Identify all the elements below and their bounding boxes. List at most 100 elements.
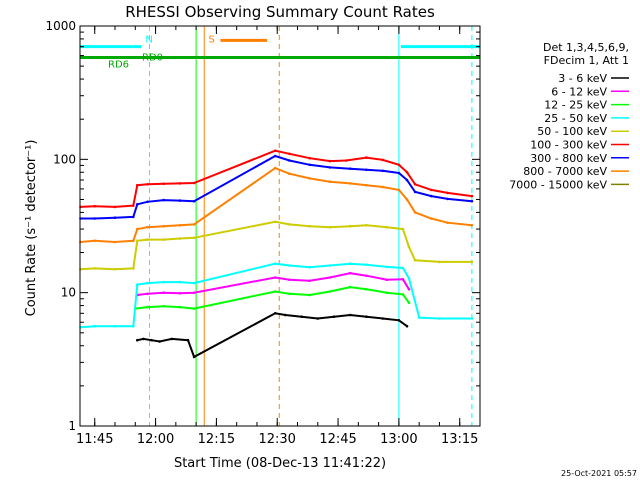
series-4-point-7 (178, 237, 182, 240)
series-3-point-9 (273, 262, 277, 266)
series-2-point-9 (348, 285, 352, 289)
series-1-point-8 (328, 276, 332, 279)
series-3-point-1 (93, 324, 96, 328)
series-7-point-12 (328, 180, 332, 183)
series-3-point-6 (162, 280, 165, 284)
series-6-point-1 (93, 217, 96, 220)
y-axis-label: Count Rate (s⁻¹ detector⁻¹) (24, 140, 39, 317)
legend-entry-label-7: 800 - 7000 keV (523, 165, 607, 178)
series-6-point-11 (308, 163, 312, 167)
legend-entry-label-4: 50 - 100 keV (537, 125, 607, 138)
series-7-point-1 (93, 239, 96, 243)
series-7-point-2 (113, 240, 117, 244)
series-1-point-4 (192, 291, 196, 295)
series-7-point-11 (308, 177, 312, 180)
series-3-point-20 (470, 317, 474, 320)
series-7-point-16 (397, 188, 401, 192)
series-7-point-5 (146, 225, 149, 229)
series-0-point-0 (136, 338, 139, 342)
mode-bar-label-rd0: RD0 (142, 53, 163, 64)
series-3-point-4 (136, 283, 139, 286)
chart-title: RHESSI Observing Summary Count Rates (125, 3, 435, 21)
series-2-point-5 (273, 290, 277, 293)
series-0-point-5 (186, 338, 190, 342)
legend-title-line-0: Det 1,3,4,5,6,9, (543, 41, 629, 54)
series-5-point-16 (397, 163, 401, 167)
series-3-point-7 (178, 280, 182, 284)
series-5-point-20 (446, 191, 449, 195)
series-2-point-8 (328, 290, 332, 293)
series-0-point-7 (273, 312, 277, 315)
series-5-point-21 (470, 194, 474, 198)
series-7-point-15 (381, 185, 385, 189)
series-6-point-5 (146, 200, 149, 204)
series-0-point-16 (405, 324, 409, 328)
series-6-point-10 (288, 159, 291, 162)
series-4-point-20 (470, 260, 474, 264)
series-line-5 (80, 149, 473, 208)
series-6-point-20 (446, 197, 449, 201)
series-0-point-4 (170, 337, 174, 341)
series-5-point-5 (146, 183, 149, 186)
series-6-point-15 (381, 169, 385, 173)
series-5-point-10 (288, 152, 291, 156)
series-2-point-3 (178, 305, 182, 309)
x-tick-label-0: 11:45 (76, 432, 113, 447)
series-4-point-18 (413, 259, 417, 262)
series-3-point-10 (288, 264, 291, 267)
series-5-point-18 (413, 183, 417, 186)
series-4-point-5 (146, 238, 149, 241)
mode-bar-label-n: N (145, 35, 152, 46)
series-5-point-2 (113, 205, 117, 209)
series-7-point-9 (273, 166, 277, 170)
series-4-point-15 (385, 225, 389, 229)
series-4-point-16 (401, 227, 405, 231)
series-0-point-11 (332, 315, 336, 319)
series-3-point-13 (348, 262, 352, 266)
series-1-point-6 (288, 278, 291, 282)
series-6-point-18 (413, 190, 417, 194)
series-0-point-9 (300, 315, 303, 319)
series-5-point-12 (328, 159, 332, 163)
series-5-point-17 (405, 171, 409, 174)
series-line-2 (135, 286, 410, 310)
series-7-point-7 (178, 224, 182, 227)
legend: Det 1,3,4,5,6,9,FDecim 1, Att 1 3 - 6 keV… (509, 41, 629, 191)
series-3-point-16 (401, 266, 405, 270)
y-axis-ticks: 1 10 100 1000 (45, 19, 480, 433)
series-1-point-2 (162, 291, 165, 295)
series-line-6 (80, 154, 472, 220)
series-0-point-1 (142, 337, 145, 341)
series-5-point-8 (192, 181, 196, 185)
series-6-point-13 (348, 167, 352, 170)
series-line-7 (80, 166, 473, 244)
series-2-point-13 (407, 301, 411, 305)
x-tick-label-2: 12:15 (198, 432, 235, 447)
series-0-point-15 (397, 319, 401, 322)
series-2-point-6 (288, 292, 291, 296)
series-4-point-14 (365, 224, 368, 227)
series-6-point-17 (405, 178, 409, 182)
series-6-point-4 (136, 203, 139, 206)
legend-entry-label-1: 6 - 12 keV (551, 85, 607, 98)
series-5-point-9 (273, 149, 277, 152)
series-4-point-17 (407, 245, 411, 249)
y-tick-label-3: 1000 (45, 19, 76, 33)
legend-entry-label-0: 3 - 6 keV (558, 72, 607, 85)
series-6-point-9 (273, 154, 277, 158)
timestamp-label: 25-Oct-2021 05:57 (561, 469, 637, 478)
series-7-point-20 (446, 221, 449, 224)
series-5-point-13 (344, 159, 348, 162)
series-5-point-11 (308, 156, 312, 160)
series-4-point-8 (192, 236, 196, 240)
series-3-point-19 (438, 317, 441, 320)
plot-frame (79, 25, 481, 427)
series-3-point-11 (308, 266, 312, 269)
series-0-point-8 (284, 313, 287, 317)
series-1-point-12 (401, 278, 405, 281)
series-7-point-21 (470, 224, 474, 227)
legend-entry-label-8: 7000 - 15000 keV (509, 178, 607, 191)
mode-bars: N S RD0 RD6 (80, 34, 480, 71)
series-6-point-3 (132, 215, 135, 219)
